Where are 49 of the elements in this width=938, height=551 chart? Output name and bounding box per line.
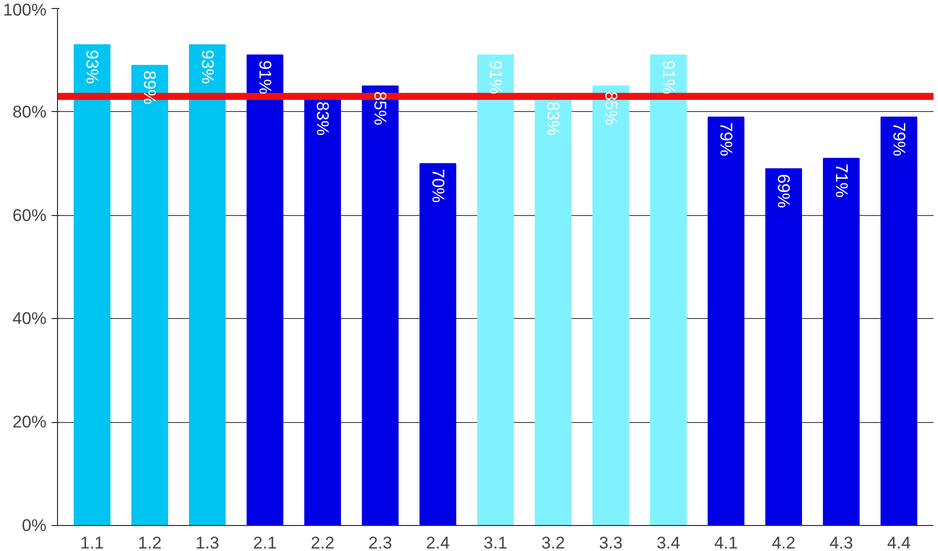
data-label: 83% (313, 102, 332, 136)
y-tick-label: 80% (12, 102, 47, 122)
bar (420, 163, 456, 526)
data-label: 71% (832, 164, 851, 198)
bar (477, 54, 514, 526)
bar (708, 116, 744, 526)
x-tick-label: 2.4 (426, 534, 450, 551)
bar (880, 116, 918, 526)
y-tick-label: 100% (3, 0, 47, 20)
data-label: 79% (716, 122, 736, 156)
x-tick-label: 3.3 (598, 534, 623, 551)
data-label: 85% (370, 91, 390, 126)
x-tick-label: 3.4 (656, 534, 680, 551)
data-label: 79% (889, 122, 908, 156)
x-tick-label: 2.2 (310, 534, 334, 551)
data-label: 93% (82, 50, 102, 84)
bar (362, 86, 399, 526)
bar (765, 168, 802, 526)
bar (131, 64, 168, 526)
x-tick-label: 2.3 (368, 534, 392, 551)
x-tick-label: 4.4 (887, 534, 911, 551)
y-tick-label: 0% (22, 516, 47, 535)
x-tick-label: 3.2 (541, 534, 565, 551)
bar (246, 54, 284, 526)
x-tick-label: 1.2 (138, 534, 162, 551)
bar (592, 86, 630, 526)
data-label: 85% (601, 91, 620, 126)
data-label: 93% (198, 50, 217, 84)
y-tick-label: 60% (12, 206, 47, 225)
x-tick-label: 1.1 (80, 534, 104, 551)
bar (822, 158, 860, 526)
bar (74, 44, 110, 526)
bar (650, 54, 687, 526)
y-tick-label: 20% (12, 412, 47, 432)
x-tick-label: 1.3 (196, 534, 220, 551)
data-label: 69% (774, 174, 794, 208)
data-label: 83% (544, 102, 563, 136)
data-label: 89% (140, 70, 160, 105)
data-label: 70% (428, 168, 448, 203)
x-tick-label: 3.1 (484, 534, 508, 551)
data-label: 91% (486, 60, 505, 94)
data-label: 91% (658, 60, 678, 94)
x-tick-label: 2.1 (253, 534, 277, 551)
data-label: 91% (255, 60, 274, 94)
x-tick-label: 4.1 (714, 534, 738, 551)
y-tick-label: 40% (12, 309, 47, 328)
x-tick-label: 4.2 (772, 534, 796, 551)
x-tick-label: 4.3 (829, 534, 854, 551)
bar (188, 44, 226, 526)
